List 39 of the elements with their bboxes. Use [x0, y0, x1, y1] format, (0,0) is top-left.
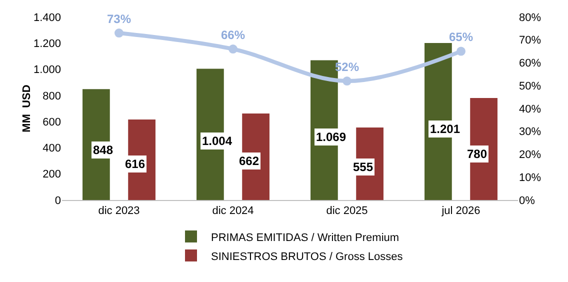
data-label: 65%	[449, 30, 474, 44]
y2-tick-label: 0%	[519, 194, 536, 207]
data-label: 1.069	[316, 130, 346, 144]
y-tick-label: 1.400	[33, 12, 61, 24]
y2-tick-label: 40%	[519, 103, 542, 116]
y-tick-label: 400	[42, 142, 61, 155]
y2-tick-label: 10%	[519, 172, 542, 184]
point	[114, 28, 124, 38]
y2-tick-label: 20%	[519, 149, 542, 162]
data-label: 848	[93, 143, 114, 157]
y2-tick-label: 80%	[519, 12, 542, 24]
y2-tick-label: 60%	[519, 58, 542, 70]
data-label: 780	[467, 147, 488, 161]
x-tick-label: jul 2026	[440, 205, 480, 218]
x-tick-label: dic 2025	[326, 205, 368, 218]
y-tick-label: 1.200	[33, 38, 61, 50]
point	[342, 76, 352, 86]
y-axis-title: MM USD	[21, 84, 33, 132]
x-tick-label: dic 2024	[212, 205, 254, 218]
data-label: 662	[239, 154, 260, 168]
y2-tick-label: 50%	[519, 80, 542, 92]
legend-label: SINIESTROS BRUTOS / Gross Losses	[211, 250, 404, 263]
point	[456, 46, 466, 56]
y-tick-label: 0	[54, 194, 61, 207]
point	[228, 44, 238, 54]
y-tick-label: 1.000	[33, 64, 61, 76]
data-label: 616	[125, 157, 146, 171]
y-tick-label: 800	[42, 90, 61, 102]
y2-tick-label: 70%	[519, 34, 542, 47]
data-label: 1.201	[430, 122, 460, 136]
y-tick-label: 200	[42, 168, 61, 181]
y-tick-label: 600	[42, 116, 61, 128]
data-label: 555	[353, 160, 374, 174]
data-label: 1.004	[202, 134, 232, 148]
data-label: 66%	[221, 28, 246, 42]
y2-tick-label: 30%	[519, 126, 542, 138]
x-tick-label: dic 2023	[98, 205, 140, 218]
data-label: 73%	[107, 12, 132, 26]
legend-label: PRIMAS EMITIDAS / Written Premium	[211, 232, 400, 244]
